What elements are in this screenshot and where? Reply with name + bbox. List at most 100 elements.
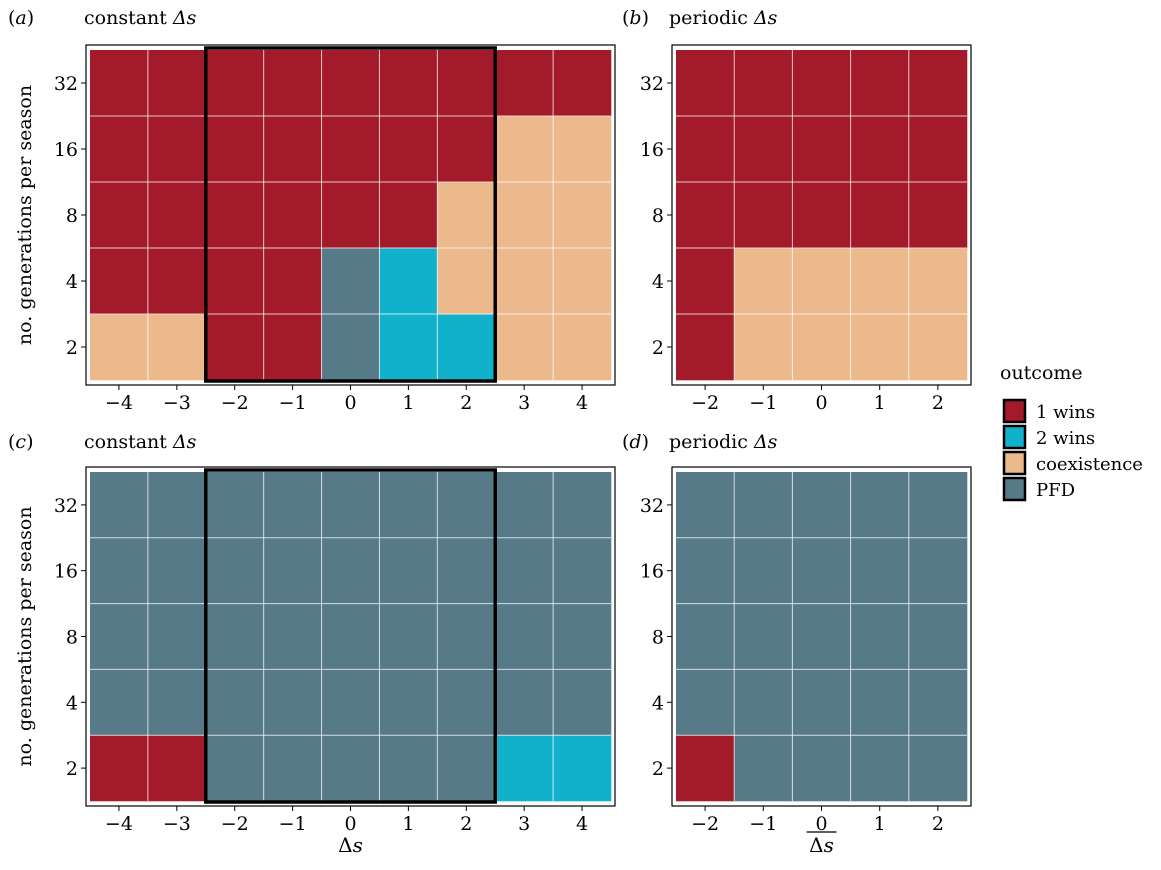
heatmap-cell (205, 314, 264, 381)
panel-label: (a) (8, 7, 34, 29)
legend: outcome 1 wins 2 wins coexistence PFD (1000, 362, 1143, 502)
heatmap-cell (495, 669, 554, 736)
heatmap-cell (379, 537, 438, 604)
heatmap-cell (379, 248, 438, 315)
heatmap-cell (850, 537, 910, 604)
heatmap-cell (734, 537, 793, 604)
heatmap-cell (147, 603, 207, 670)
y-tick-label: 32 (640, 495, 664, 517)
heatmap-cell (321, 603, 380, 670)
legend-swatch-2wins (1002, 424, 1027, 450)
x-tick-label: 0 (815, 392, 827, 414)
heatmap-cell (850, 116, 910, 183)
heatmap-cell (379, 735, 438, 802)
y-tick-label: 2 (652, 758, 664, 780)
heatmap-cell (437, 50, 496, 117)
heatmap-cell (437, 248, 496, 315)
highlight-box (204, 468, 497, 804)
heatmap-cell (908, 537, 968, 604)
x-tick-label: −3 (163, 813, 191, 835)
x-tick-label: 1 (402, 813, 414, 835)
heatmap-cell (147, 537, 207, 604)
heatmap-cell (205, 472, 264, 539)
x-tick-label: −3 (163, 392, 191, 414)
heatmap-cell (495, 248, 554, 315)
panel-title-text: periodic (669, 431, 754, 453)
heatmap-cell (734, 603, 793, 670)
heatmap-cell (495, 735, 554, 802)
heatmap-cell (734, 182, 793, 249)
heatmap-cell (263, 537, 322, 604)
x-tick-label: 1 (874, 392, 886, 414)
heatmap-cell (908, 735, 968, 802)
heatmap-cell (676, 248, 735, 315)
x-tick-label: −4 (105, 813, 133, 835)
heatmap-cell (147, 735, 207, 802)
panel-title: periodic Δs (669, 7, 778, 29)
heatmap-cell (205, 603, 264, 670)
legend-label-2wins: 2 wins (1036, 428, 1095, 449)
y-tick-label: 4 (652, 692, 664, 714)
heatmap-cell (792, 603, 851, 670)
heatmap-cell (147, 669, 207, 736)
heatmap-cell (734, 116, 793, 183)
panel-title-math: Δs (753, 7, 778, 29)
x-axis-label-variable: s (353, 833, 363, 857)
heatmap-cell (437, 182, 496, 249)
heatmap-cell (321, 472, 380, 539)
heatmap-cell (379, 50, 438, 117)
heatmap-cell (147, 50, 207, 117)
heatmap-cell (495, 314, 554, 381)
heatmap-cell (792, 116, 851, 183)
heatmap-cell (263, 735, 322, 802)
heatmap-cell (379, 116, 438, 183)
x-axis-label: Δs (338, 833, 363, 857)
y-axis-label: no. generations per season (14, 506, 36, 766)
heatmap-cell (553, 537, 612, 604)
heatmap-cell (321, 537, 380, 604)
heatmap-cell (734, 472, 793, 539)
heatmap-cell (321, 669, 380, 736)
heatmap-cell (90, 603, 149, 670)
y-tick-label: 4 (66, 271, 78, 293)
heatmap-cell (263, 182, 322, 249)
heatmap-cell (908, 472, 968, 539)
heatmap-cell (263, 314, 322, 381)
x-axis-label: Δs (809, 833, 834, 857)
heatmap-cell (676, 314, 735, 381)
x-tick-label: 3 (518, 392, 530, 414)
heatmap-cell (908, 248, 968, 315)
x-tick-label: 1 (402, 392, 414, 414)
panel-a: −4 −3 −2 −1 0 1 2 3 4 2 4 8 16 32 (a) constant Δs no. ge… (8, 7, 616, 414)
panel-label-close: ) (26, 431, 33, 453)
panel-label-open: ( (622, 431, 629, 453)
heatmap-cell (90, 537, 149, 604)
x-tick-label: 2 (460, 392, 472, 414)
heatmap-cell (321, 735, 380, 802)
heatmap-cell (495, 50, 554, 117)
legend-label-pfd: PFD (1036, 480, 1075, 501)
heatmap-cell (792, 472, 851, 539)
heatmap-cell (321, 116, 380, 183)
panel-label-close: ) (27, 7, 34, 29)
heatmap-cell (676, 603, 735, 670)
x-tick-label: 4 (576, 813, 588, 835)
y-tick-label: 2 (66, 758, 78, 780)
heatmap-cell (792, 50, 851, 117)
heatmap-cell (553, 669, 612, 736)
heatmap-cell (437, 603, 496, 670)
x-tick-label: −1 (749, 392, 777, 414)
heatmap-cell (379, 182, 438, 249)
panel-title: constant Δs (84, 431, 197, 453)
legend-swatch-coexistence (1002, 450, 1027, 476)
panel-title-text: constant (84, 431, 173, 453)
panel-label-letter: c (15, 431, 26, 453)
heatmap-cell (379, 669, 438, 736)
x-tick-label: 0 (344, 813, 356, 835)
x-tick-label: 1 (874, 813, 886, 835)
heatmap-cell (147, 182, 207, 249)
heatmap-cell (205, 116, 264, 183)
heatmap-cell (495, 537, 554, 604)
heatmap-cell (792, 669, 851, 736)
heatmap-cell (792, 537, 851, 604)
